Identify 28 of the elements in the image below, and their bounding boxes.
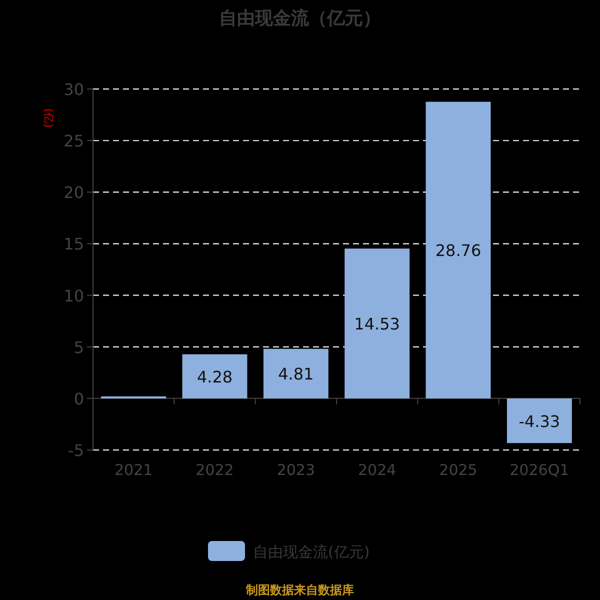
x-tick-label: 2022 [196,461,234,479]
x-tick-label: 2024 [358,461,396,479]
data-label: 28.76 [435,241,482,260]
bar [182,354,248,398]
bar [506,398,572,444]
y-tick-label: 20 [64,183,84,202]
y-axis-title: (亿) [42,108,55,128]
y-tick-label: -5 [68,441,84,460]
x-tick-label: 2023 [276,461,316,479]
y-tick-label: 5 [74,338,84,357]
bar [263,348,328,398]
y-tick-label: 25 [64,132,84,151]
x-tick-label: 2026Q1 [510,461,570,479]
chart-title: 自由现金流（亿元） [219,8,381,29]
data-label: 14.53 [354,314,400,334]
text: 制图数据来自数据库 [245,583,354,597]
data-label: -4.33 [518,412,560,431]
y-tick-label: 0 [74,389,84,408]
x-tick-label: 2025 [439,461,478,479]
bar [426,102,491,398]
y-tick-label: 30 [64,80,84,99]
data-label: 4.81 [278,364,314,384]
data-label: 4.28 [196,367,233,386]
legend-label: 自由现金流(亿元) [253,543,370,561]
bar [344,248,410,398]
y-tick-label: 15 [64,234,84,254]
y-tick-label: 10 [64,286,84,306]
x-tick-label: 2021 [114,461,153,479]
